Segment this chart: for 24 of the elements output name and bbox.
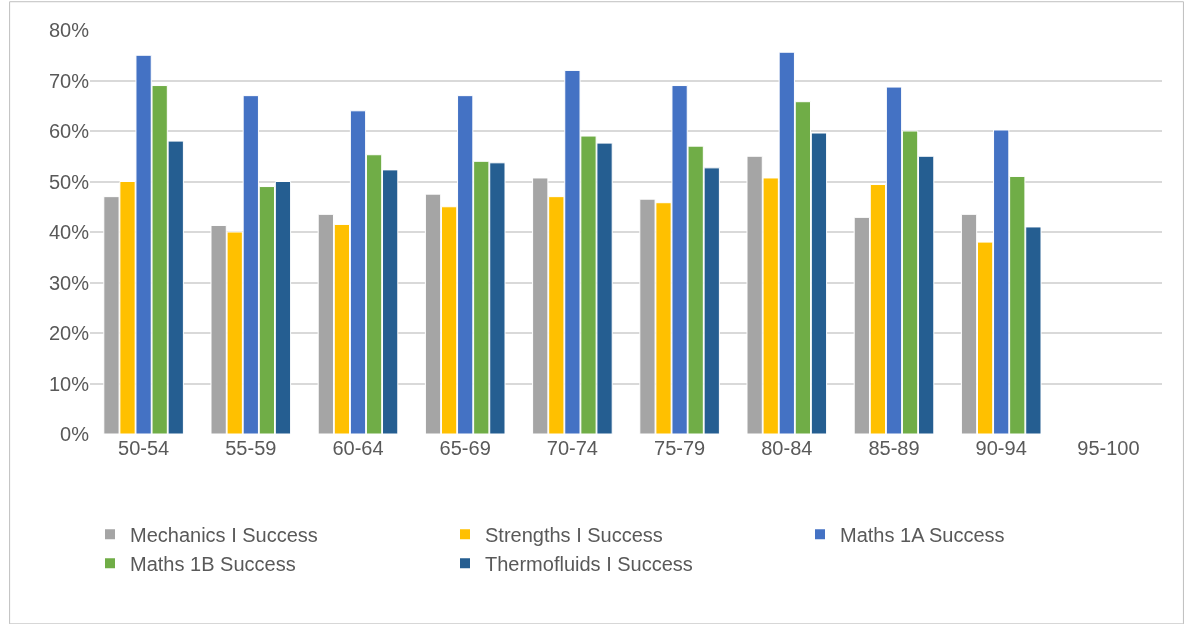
x-tick-label: 55-59 [225, 437, 277, 459]
legend-label: Maths 1B Success [130, 553, 296, 576]
y-tick-label: 60% [48, 120, 90, 142]
legend-label: Mechanics I Success [130, 524, 318, 547]
x-tick-label: 60-64 [332, 437, 384, 459]
x-tick-label: 75-79 [654, 437, 706, 459]
y-tick-label: 70% [48, 69, 90, 92]
x-tick-label: 65-69 [439, 437, 491, 459]
x-tick-label: 95-100 [1077, 437, 1140, 459]
y-tick-label: 20% [48, 322, 90, 344]
x-tick-label: 80-84 [761, 437, 813, 459]
x-tick-label: 50-54 [118, 437, 170, 459]
y-tick-label: 10% [48, 372, 90, 395]
y-tick-label: 40% [48, 221, 90, 243]
x-tick-label: 85-89 [868, 437, 920, 459]
y-tick-label: 30% [48, 271, 90, 294]
x-tick-label: 90-94 [975, 437, 1027, 459]
y-tick-label: 0% [60, 423, 90, 445]
legend-label: Thermofluids I Success [485, 553, 693, 576]
legend-label: Maths 1A Success [840, 524, 1005, 547]
legend-label: Strengths I Success [485, 524, 663, 547]
y-tick-label: 80% [48, 19, 90, 41]
y-tick-label: 50% [48, 170, 90, 193]
x-tick-label: 70-74 [546, 437, 598, 459]
